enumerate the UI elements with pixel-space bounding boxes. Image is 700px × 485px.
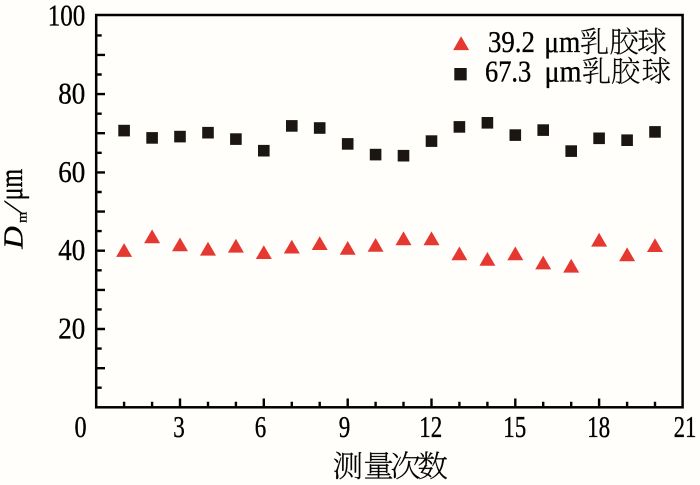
- svg-text:67.3: 67.3: [485, 54, 531, 89]
- svg-text:μm: μm: [545, 54, 582, 89]
- svg-text:18: 18: [587, 409, 610, 444]
- svg-text:3: 3: [173, 409, 185, 444]
- svg-text:40: 40: [58, 232, 85, 267]
- svg-text:100: 100: [48, 0, 86, 32]
- svg-text:15: 15: [503, 409, 526, 444]
- svg-text:m: m: [16, 212, 31, 223]
- svg-text:9: 9: [339, 409, 351, 444]
- svg-text:12: 12: [419, 409, 442, 444]
- svg-text:21: 21: [674, 409, 697, 444]
- svg-text:D: D: [0, 226, 29, 250]
- svg-text:6: 6: [255, 409, 267, 444]
- svg-text:80: 80: [58, 76, 85, 111]
- svg-text:0: 0: [74, 409, 86, 444]
- svg-text:60: 60: [58, 154, 85, 189]
- svg-text:μm: μm: [544, 24, 580, 59]
- svg-text:20: 20: [58, 311, 85, 346]
- svg-text:μm: μm: [0, 169, 30, 201]
- svg-text:39.2: 39.2: [488, 24, 535, 59]
